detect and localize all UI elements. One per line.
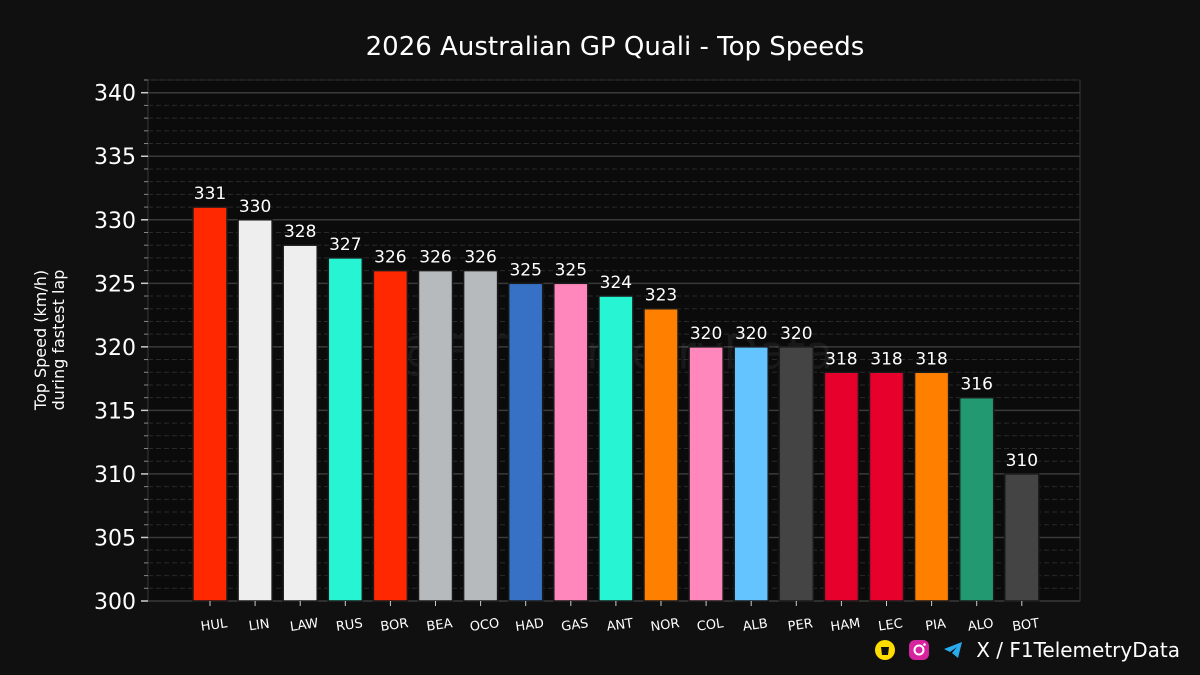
x-tick-label: HAD xyxy=(515,616,545,635)
bar xyxy=(282,244,318,602)
x-tick-label: NOR xyxy=(650,616,681,635)
footer: X / F1TelemetryData xyxy=(874,635,1180,665)
y-axis-label-line2: during fastest lap xyxy=(49,270,68,411)
x-tick-label: BOT xyxy=(1012,616,1041,635)
bar xyxy=(237,219,273,602)
x-tick-label: LAW xyxy=(289,616,320,635)
x-tick-label: BEA xyxy=(426,616,454,634)
bar xyxy=(553,282,589,602)
bar xyxy=(913,371,950,602)
x-tick-label: BOR xyxy=(380,616,410,635)
bar xyxy=(688,346,724,602)
bar-value-label: 325 xyxy=(509,260,541,280)
y-tick-label: 315 xyxy=(94,399,136,424)
bar xyxy=(192,206,228,602)
x-tick-label: ANT xyxy=(606,616,634,635)
y-tick-label: 335 xyxy=(94,145,136,170)
bar xyxy=(733,346,769,602)
y-tick-label: 305 xyxy=(94,526,136,551)
bar xyxy=(462,269,499,602)
bar-value-label: 318 xyxy=(825,349,857,369)
bar xyxy=(372,269,409,602)
bar xyxy=(598,295,634,602)
bar xyxy=(327,257,364,602)
bar-value-label: 323 xyxy=(645,286,677,306)
x-tick-label: HAM xyxy=(830,616,862,635)
chart-title: 2026 Australian GP Quali - Top Speeds xyxy=(366,32,865,62)
x-tick-label: OCO xyxy=(469,616,500,635)
instagram-icon[interactable] xyxy=(908,639,930,661)
y-tick-label: 325 xyxy=(94,272,136,297)
telegram-icon[interactable] xyxy=(942,639,964,661)
x-tick-label: COL xyxy=(696,616,725,635)
bar-value-label: 326 xyxy=(419,248,451,268)
bar xyxy=(868,371,905,602)
bar-value-label: 324 xyxy=(600,273,632,293)
bar-value-label: 318 xyxy=(870,349,902,369)
buymeacoffee-icon[interactable] xyxy=(874,639,896,661)
bar-value-label: 320 xyxy=(780,324,812,344)
bar xyxy=(417,269,454,602)
x-tick-label: ALB xyxy=(742,616,769,634)
footer-handle[interactable]: X / F1TelemetryData xyxy=(976,638,1180,662)
y-tick-label: 300 xyxy=(94,590,136,615)
x-tick-label: PIA xyxy=(924,617,947,635)
bar xyxy=(958,396,995,602)
bar-value-label: 328 xyxy=(284,222,316,242)
bar-value-label: 318 xyxy=(915,349,947,369)
bar-value-label: 320 xyxy=(735,324,767,344)
y-axis-label-line1: Top Speed (km/h) xyxy=(31,270,50,411)
x-tick-label: LEC xyxy=(877,616,903,634)
bar xyxy=(1004,473,1040,602)
bar-value-label: 320 xyxy=(690,324,722,344)
bar-value-label: 326 xyxy=(374,248,406,268)
x-tick-label: ALO xyxy=(967,616,995,634)
bar-value-label: 326 xyxy=(464,248,496,268)
x-tick-label: HUL xyxy=(200,616,229,635)
bar-value-label: 331 xyxy=(194,184,226,204)
plot-area: 300305310315320325330335340@F1TelemetryD… xyxy=(94,79,1081,635)
y-tick-label: 330 xyxy=(94,209,136,234)
y-tick-label: 340 xyxy=(94,82,136,107)
x-tick-label: RUS xyxy=(335,616,364,635)
bar xyxy=(507,282,544,602)
bar-value-label: 316 xyxy=(960,375,992,395)
bar-value-label: 310 xyxy=(1006,451,1038,471)
y-tick-label: 320 xyxy=(94,336,136,361)
x-tick-label: PER xyxy=(787,616,814,634)
bar-value-label: 330 xyxy=(239,197,271,217)
bar xyxy=(823,371,860,602)
y-tick-label: 310 xyxy=(94,463,136,488)
x-tick-label: LIN xyxy=(248,617,271,635)
x-tick-label: GAS xyxy=(560,616,589,635)
bar xyxy=(643,307,679,602)
bar-value-label: 325 xyxy=(555,260,587,280)
bar-value-label: 327 xyxy=(329,235,361,255)
bar xyxy=(778,346,815,602)
